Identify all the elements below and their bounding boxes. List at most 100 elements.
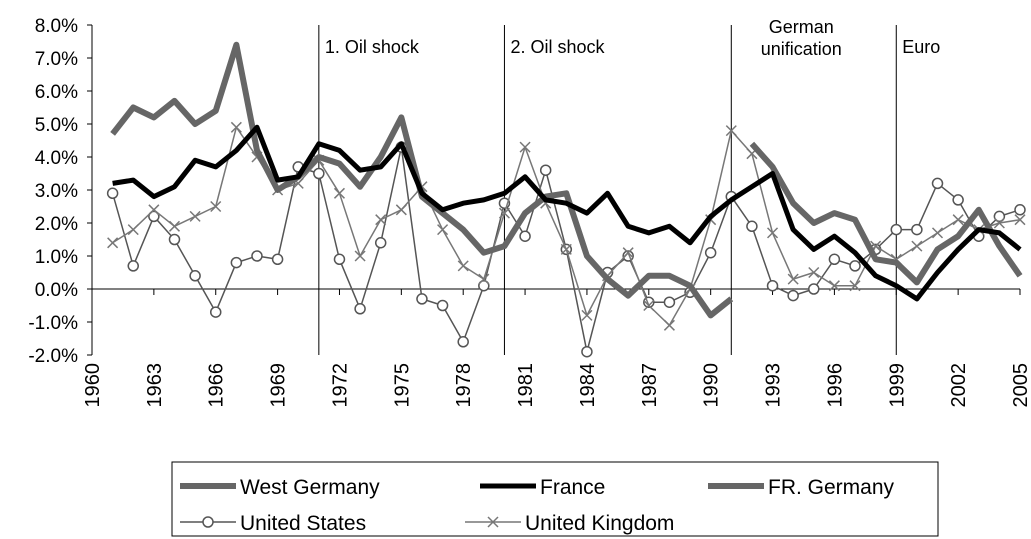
x-tick-label: 1990	[701, 363, 723, 408]
series-line	[749, 141, 1023, 286]
marker	[416, 293, 428, 305]
marker	[127, 224, 139, 236]
marker	[622, 247, 634, 259]
marker	[189, 270, 201, 282]
marker	[643, 299, 655, 312]
legend-label: United States	[240, 512, 366, 535]
marker	[107, 237, 119, 249]
marker	[202, 516, 214, 528]
y-tick-label: 3.0%	[35, 181, 78, 202]
marker	[581, 345, 593, 358]
series-line	[112, 124, 1022, 302]
marker	[539, 164, 552, 176]
marker	[931, 227, 944, 239]
marker	[746, 220, 758, 233]
legend-label: West Germany	[240, 476, 380, 499]
marker	[519, 230, 531, 242]
x-tick-label: 1978	[453, 363, 475, 408]
y-tick-label: -1.0%	[28, 313, 78, 334]
marker	[1014, 214, 1026, 226]
marker	[251, 250, 263, 262]
x-tick-label: 1984	[577, 363, 599, 408]
marker	[478, 279, 490, 292]
marker	[704, 246, 717, 259]
y-tick-label: 7.0%	[35, 49, 78, 70]
marker	[106, 187, 119, 200]
marker	[787, 289, 799, 302]
x-tick-label: 1981	[515, 363, 537, 408]
x-tick-label: 1960	[82, 363, 104, 408]
marker	[808, 266, 820, 279]
marker	[663, 296, 676, 308]
series-line	[112, 126, 1021, 327]
x-tick-label: 1993	[763, 363, 785, 408]
marker	[127, 260, 139, 272]
y-tick-label: 4.0%	[35, 148, 78, 169]
marker	[808, 283, 820, 295]
series-line	[110, 41, 734, 319]
legend: West Germany France FR. Germany United Stat…	[171, 461, 939, 537]
period-label: 1. Oil shock	[324, 37, 419, 57]
x-tick-label: 1987	[639, 363, 661, 408]
marker	[375, 214, 387, 226]
marker	[1014, 204, 1026, 216]
y-tick-label: 1.0%	[35, 247, 78, 268]
marker	[993, 210, 1006, 223]
marker	[767, 227, 779, 239]
marker	[168, 220, 181, 232]
marker	[911, 240, 923, 252]
legend-label: FR. Germany	[768, 476, 895, 499]
marker	[354, 250, 366, 262]
marker	[487, 516, 499, 528]
x-tick-label: 1999	[886, 363, 908, 408]
x-tick-label: 2002	[948, 363, 970, 408]
marker	[437, 224, 449, 236]
marker	[993, 217, 1005, 229]
marker	[395, 204, 407, 216]
marker	[271, 253, 284, 266]
x-tick-label: 1975	[391, 363, 413, 408]
marker	[210, 200, 222, 213]
marker	[478, 273, 490, 285]
y-tick-label: -2.0%	[28, 346, 78, 367]
y-tick-label: 2.0%	[35, 214, 78, 235]
marker	[457, 336, 469, 348]
marker	[209, 306, 222, 318]
marker	[952, 214, 964, 226]
marker	[849, 260, 861, 272]
marker	[828, 280, 840, 292]
marker	[725, 125, 737, 137]
x-tick-label: 1996	[824, 363, 846, 408]
y-tick-label: 8.0%	[35, 16, 78, 37]
x-tick-label: 1966	[206, 363, 228, 408]
legend-label: France	[540, 476, 605, 499]
period-label: German unification	[760, 17, 842, 59]
y-tick-label: 6.0%	[35, 82, 78, 103]
marker	[663, 319, 675, 331]
marker	[189, 210, 201, 222]
x-tick-label: 2005	[1010, 363, 1031, 408]
y-tick-label: 0.0%	[35, 280, 78, 301]
legend-label: United Kingdom	[525, 512, 674, 535]
marker	[313, 167, 325, 180]
marker	[931, 177, 944, 190]
x-tick-label: 1963	[144, 363, 166, 408]
marker	[766, 279, 779, 292]
marker	[333, 253, 346, 266]
marker	[498, 207, 510, 219]
marker	[519, 141, 531, 153]
period-label: Euro	[902, 37, 941, 57]
marker	[849, 280, 861, 292]
marker	[457, 260, 469, 272]
marker	[560, 243, 572, 255]
marker	[787, 273, 799, 285]
period-label: 2. Oil shock	[510, 37, 605, 57]
marker	[333, 187, 345, 199]
marker	[581, 309, 593, 321]
marker	[952, 194, 964, 206]
marker	[374, 237, 387, 249]
marker	[230, 256, 243, 269]
marker	[828, 253, 841, 266]
